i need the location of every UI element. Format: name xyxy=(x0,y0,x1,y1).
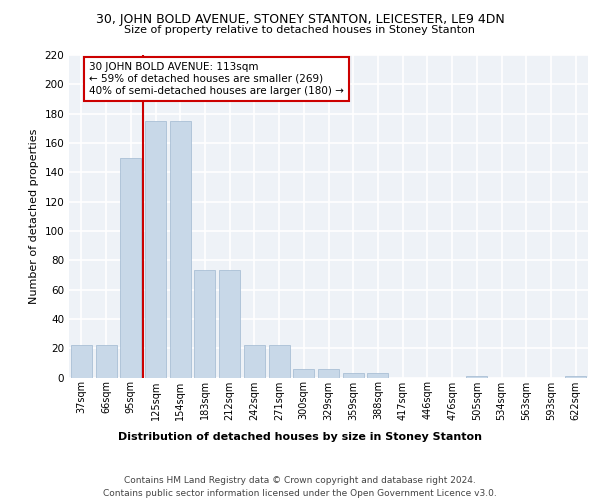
Bar xyxy=(145,121,166,378)
Bar xyxy=(318,368,339,378)
Bar xyxy=(343,373,364,378)
Bar xyxy=(95,345,116,378)
Bar xyxy=(466,376,487,378)
Bar xyxy=(293,368,314,378)
Text: 30, JOHN BOLD AVENUE, STONEY STANTON, LEICESTER, LE9 4DN: 30, JOHN BOLD AVENUE, STONEY STANTON, LE… xyxy=(95,12,505,26)
Bar xyxy=(194,270,215,378)
Bar xyxy=(71,345,92,378)
Text: Size of property relative to detached houses in Stoney Stanton: Size of property relative to detached ho… xyxy=(125,25,476,35)
Bar xyxy=(120,158,141,378)
Bar xyxy=(244,345,265,378)
Bar xyxy=(565,376,586,378)
Bar xyxy=(170,121,191,378)
Bar xyxy=(269,345,290,378)
Y-axis label: Number of detached properties: Number of detached properties xyxy=(29,128,39,304)
Bar xyxy=(367,373,388,378)
Text: 30 JOHN BOLD AVENUE: 113sqm
← 59% of detached houses are smaller (269)
40% of se: 30 JOHN BOLD AVENUE: 113sqm ← 59% of det… xyxy=(89,62,344,96)
Text: Contains HM Land Registry data © Crown copyright and database right 2024.
Contai: Contains HM Land Registry data © Crown c… xyxy=(103,476,497,498)
Text: Distribution of detached houses by size in Stoney Stanton: Distribution of detached houses by size … xyxy=(118,432,482,442)
Bar xyxy=(219,270,240,378)
